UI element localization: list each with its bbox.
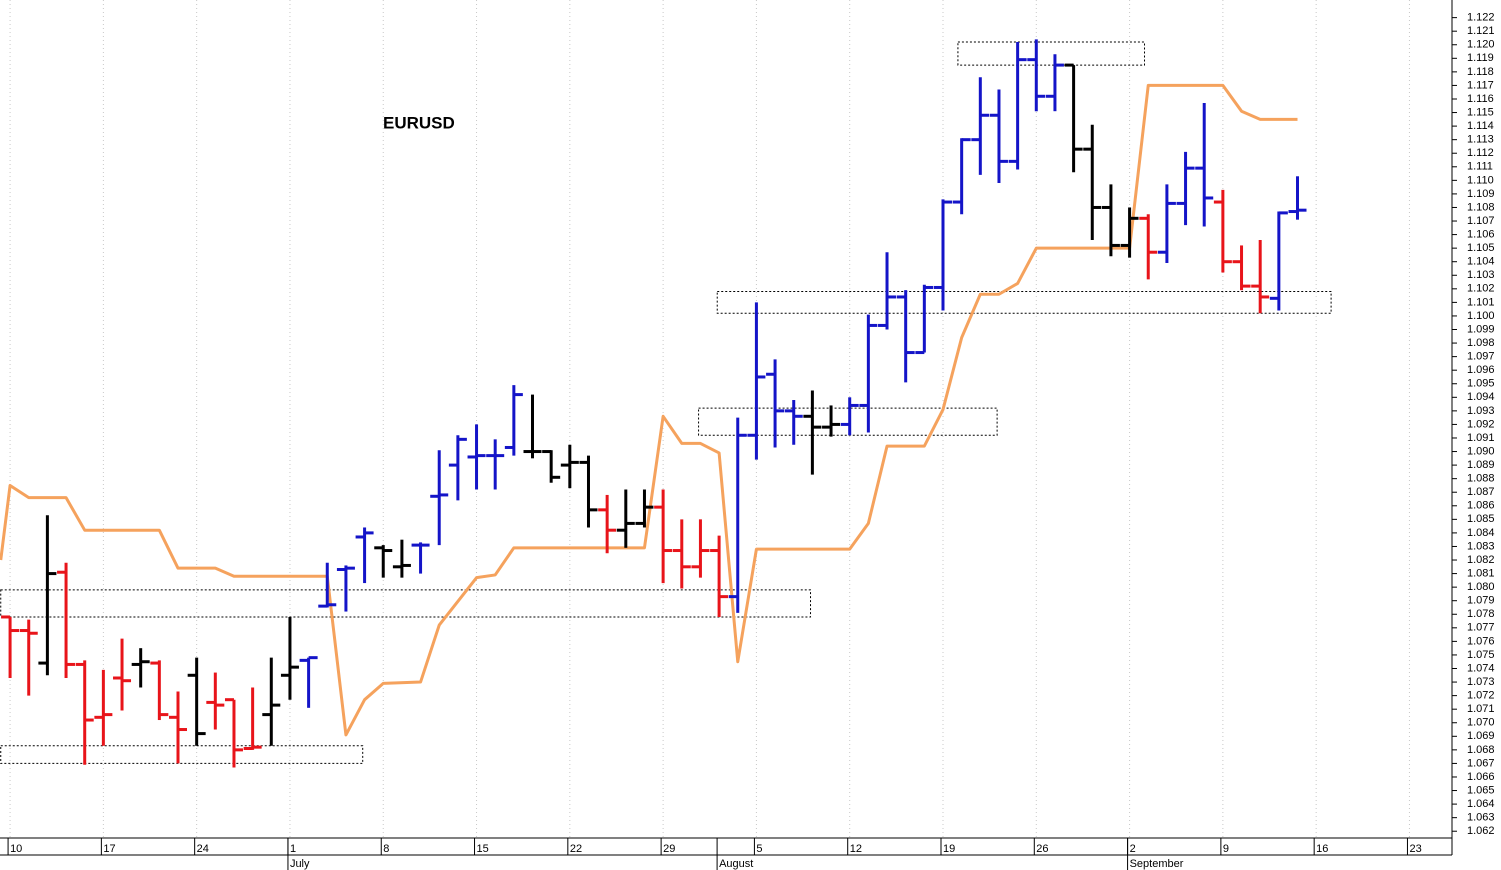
- y-tick-label: 1.110: [1467, 174, 1494, 186]
- y-tick-label: 1.073: [1467, 676, 1495, 688]
- y-tick-label: 1.115: [1467, 106, 1494, 118]
- y-tick-label: 1.101: [1467, 296, 1495, 308]
- y-tick-label: 1.071: [1467, 703, 1495, 715]
- y-tick-label: 1.099: [1467, 323, 1495, 335]
- x-tick-label: 17: [103, 843, 115, 855]
- x-tick-label: 2: [1130, 843, 1136, 855]
- zone: [698, 407, 998, 436]
- month-label: August: [719, 858, 753, 870]
- y-tick-label: 1.100: [1467, 310, 1495, 322]
- zone: [716, 291, 1332, 314]
- y-tick-label: 1.103: [1467, 269, 1495, 281]
- y-tick-label: 1.120: [1467, 39, 1495, 51]
- y-tick-label: 1.116: [1467, 93, 1494, 105]
- y-tick-label: 1.067: [1467, 757, 1495, 769]
- y-tick-label: 1.118: [1467, 66, 1494, 78]
- y-tick-label: 1.087: [1467, 486, 1495, 498]
- y-tick-label: 1.107: [1467, 215, 1495, 227]
- y-tick-label: 1.066: [1467, 771, 1495, 783]
- y-tick-label: 1.098: [1467, 337, 1495, 349]
- y-tick-label: 1.108: [1467, 201, 1495, 213]
- y-tick-label: 1.088: [1467, 473, 1495, 485]
- y-tick-label: 1.070: [1467, 717, 1495, 729]
- y-tick-label: 1.086: [1467, 500, 1495, 512]
- x-tick-label: 29: [663, 843, 675, 855]
- y-tick-label: 1.091: [1467, 432, 1495, 444]
- y-tick-label: 1.105: [1467, 242, 1495, 254]
- indicator-line: [0, 83, 1298, 737]
- x-tick-label: 5: [756, 843, 762, 855]
- zone: [0, 589, 812, 618]
- x-tick-label: 15: [477, 843, 489, 855]
- y-tick-label: 1.065: [1467, 784, 1495, 796]
- chart-title: EURUSD: [383, 113, 455, 132]
- y-tick-label: 1.109: [1467, 188, 1495, 200]
- y-tick-label: 1.106: [1467, 228, 1495, 240]
- y-tick-label: 1.080: [1467, 581, 1495, 593]
- x-tick-label: 1: [290, 843, 296, 855]
- y-tick-label: 1.079: [1467, 595, 1495, 607]
- y-tick-label: 1.077: [1467, 622, 1495, 634]
- y-tick-label: 1.083: [1467, 540, 1495, 552]
- month-label: July: [290, 858, 310, 870]
- y-tick-label: 1.113: [1467, 134, 1494, 146]
- y-tick-label: 1.089: [1467, 459, 1495, 471]
- y-tick-label: 1.111: [1467, 161, 1493, 173]
- y-tick-label: 1.085: [1467, 513, 1495, 525]
- y-tick-label: 1.119: [1467, 52, 1494, 64]
- y-tick-label: 1.121: [1467, 25, 1495, 37]
- y-tick-label: 1.094: [1467, 391, 1495, 403]
- y-tick-label: 1.093: [1467, 405, 1495, 417]
- x-tick-label: 26: [1036, 843, 1048, 855]
- x-tick-label: 22: [570, 843, 582, 855]
- y-tick-label: 1.114: [1467, 120, 1494, 132]
- y-tick-label: 1.097: [1467, 351, 1495, 363]
- y-tick-label: 1.117: [1467, 79, 1494, 91]
- x-tick-label: 23: [1409, 843, 1421, 855]
- y-tick-label: 1.069: [1467, 730, 1495, 742]
- x-tick-label: 12: [850, 843, 862, 855]
- x-tick-label: 10: [10, 843, 22, 855]
- y-tick-label: 1.096: [1467, 364, 1495, 376]
- y-tick-label: 1.090: [1467, 445, 1495, 457]
- x-tick-label: 16: [1316, 843, 1328, 855]
- zone: [957, 41, 1146, 66]
- y-tick-label: 1.095: [1467, 378, 1495, 390]
- zone: [0, 745, 364, 764]
- y-tick-label: 1.112: [1467, 147, 1494, 159]
- x-tick-label: 19: [943, 843, 955, 855]
- month-label: September: [1130, 858, 1184, 870]
- y-tick-label: 1.084: [1467, 527, 1495, 539]
- y-tick-label: 1.075: [1467, 649, 1495, 661]
- y-tick-label: 1.072: [1467, 690, 1495, 702]
- y-tick-label: 1.078: [1467, 608, 1495, 620]
- y-tick-label: 1.082: [1467, 554, 1495, 566]
- y-tick-label: 1.064: [1467, 798, 1495, 810]
- y-tick-label: 1.076: [1467, 635, 1495, 647]
- y-tick-label: 1.092: [1467, 418, 1495, 430]
- x-tick-label: 9: [1223, 843, 1229, 855]
- x-tick-label: 8: [383, 843, 389, 855]
- y-tick-label: 1.063: [1467, 812, 1495, 824]
- y-tick-label: 1.062: [1467, 825, 1495, 837]
- y-tick-label: 1.081: [1467, 567, 1495, 579]
- y-tick-label: 1.122: [1467, 12, 1495, 24]
- x-tick-label: 24: [197, 843, 209, 855]
- y-tick-label: 1.074: [1467, 662, 1495, 674]
- y-tick-label: 1.102: [1467, 283, 1495, 295]
- y-tick-label: 1.104: [1467, 256, 1495, 268]
- y-tick-label: 1.068: [1467, 744, 1495, 756]
